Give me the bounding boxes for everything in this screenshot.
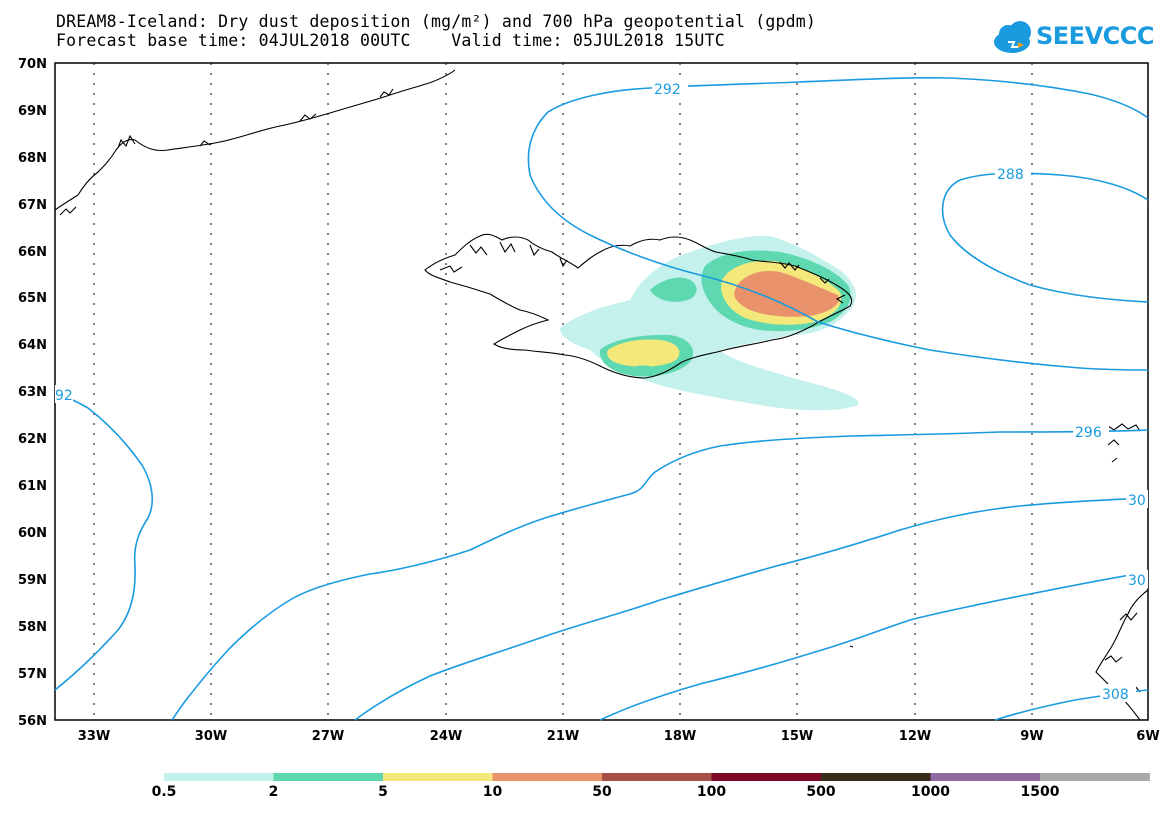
colorbar-label: 1500 [1020, 784, 1060, 800]
lon-label-21w: 21W [547, 729, 579, 744]
lat-label-59n: 59N [18, 573, 47, 588]
contour-label-296: 296 [1075, 425, 1102, 441]
lat-label-61n: 61N [18, 479, 47, 494]
lon-label-18w: 18W [664, 729, 696, 744]
lon-label-9w: 9W [1020, 729, 1043, 744]
dust-deposition-field [560, 235, 859, 411]
colorbar-segment [821, 773, 931, 781]
colorbar-label: 50 [592, 784, 612, 800]
iceland-coast [424, 233, 853, 379]
lat-label-60n: 60N [18, 526, 47, 541]
longitude-labels: 33W 30W 27W 24W 21W 18W 15W 12W 9W 6W [78, 729, 1160, 744]
latitude-labels: 70N 69N 68N 67N 66N 65N 64N 63N 62N 61N … [18, 57, 47, 729]
colorbar-segment [492, 773, 603, 781]
contour-300 [354, 497, 1149, 721]
colorbar-label: 10 [482, 784, 503, 800]
dust-level-10 [734, 270, 839, 317]
dust-level-5b [607, 339, 680, 367]
lat-label-68n: 68N [18, 151, 47, 166]
contour-label-292: 292 [654, 82, 681, 98]
colorbar-segment [711, 773, 822, 781]
lon-label-15w: 15W [781, 729, 813, 744]
colorbar-segment [164, 773, 274, 781]
map-frame [54, 62, 1149, 721]
contour-296 [171, 429, 1149, 721]
colorbar-label: 0.5 [151, 784, 177, 800]
contour-288 [941, 172, 1149, 303]
contour-label-308: 308 [1102, 687, 1129, 703]
colorbar [164, 773, 1150, 781]
lon-label-30w: 30W [195, 729, 227, 744]
contour-label-300: 30 [1128, 493, 1146, 509]
lat-label-70n: 70N [18, 57, 47, 72]
lat-label-69n: 69N [18, 104, 47, 119]
lat-label-64n: 64N [18, 338, 47, 353]
colorbar-label: 100 [696, 784, 727, 800]
lon-label-6w: 6W [1136, 729, 1159, 744]
longitude-gridlines [93, 63, 1033, 720]
contour-label-288: 288 [997, 167, 1024, 183]
colorbar-segment [1040, 773, 1150, 781]
colorbar-label: 2 [268, 784, 279, 800]
lat-label-67n: 67N [18, 198, 47, 213]
colorbar-segment [602, 773, 712, 781]
colorbar-label: 500 [806, 784, 836, 800]
lon-label-24w: 24W [430, 729, 462, 744]
coastlines [54, 69, 1149, 721]
dust-level-2a [650, 277, 697, 302]
dust-level-2d [636, 365, 659, 376]
lon-label-27w: 27W [312, 729, 344, 744]
contour-292-north [527, 77, 1149, 323]
colorbar-segment [273, 773, 384, 781]
contour-292-west [54, 391, 154, 691]
contour-label-304: 30 [1128, 573, 1146, 589]
lat-label-63n: 63N [18, 385, 47, 400]
lat-label-58n: 58N [18, 620, 47, 635]
lon-label-12w: 12W [899, 729, 931, 744]
lat-label-65n: 65N [18, 291, 47, 306]
colorbar-segment [383, 773, 493, 781]
lat-label-57n: 57N [18, 667, 47, 682]
contour-label-92: 92 [55, 388, 73, 404]
small-island [849, 645, 854, 648]
colorbar-segment [930, 773, 1041, 781]
scotland-coast [1095, 589, 1149, 721]
lat-label-62n: 62N [18, 432, 47, 447]
geopotential-contours [54, 77, 1149, 721]
colorbar-label: 1000 [911, 784, 950, 800]
lat-label-56n: 56N [18, 714, 47, 729]
lat-label-66n: 66N [18, 245, 47, 260]
title-line-1: DREAM8-Iceland: Dry dust deposition (mg/… [56, 12, 817, 31]
contour-labels: 292 288 92 296 30 30 308 [55, 79, 1148, 703]
contour-304 [599, 571, 1149, 721]
lon-label-33w: 33W [78, 729, 110, 744]
colorbar-label: 5 [378, 784, 388, 800]
seevccc-logo [994, 21, 1031, 53]
title-line-2: Forecast base time: 04JUL2018 00UTC Vali… [56, 31, 725, 50]
logo-text: SEEVCCC [1036, 22, 1155, 50]
contour-292-south [817, 321, 1149, 371]
cloud-icon [994, 21, 1031, 53]
greenland-coast [54, 69, 456, 216]
